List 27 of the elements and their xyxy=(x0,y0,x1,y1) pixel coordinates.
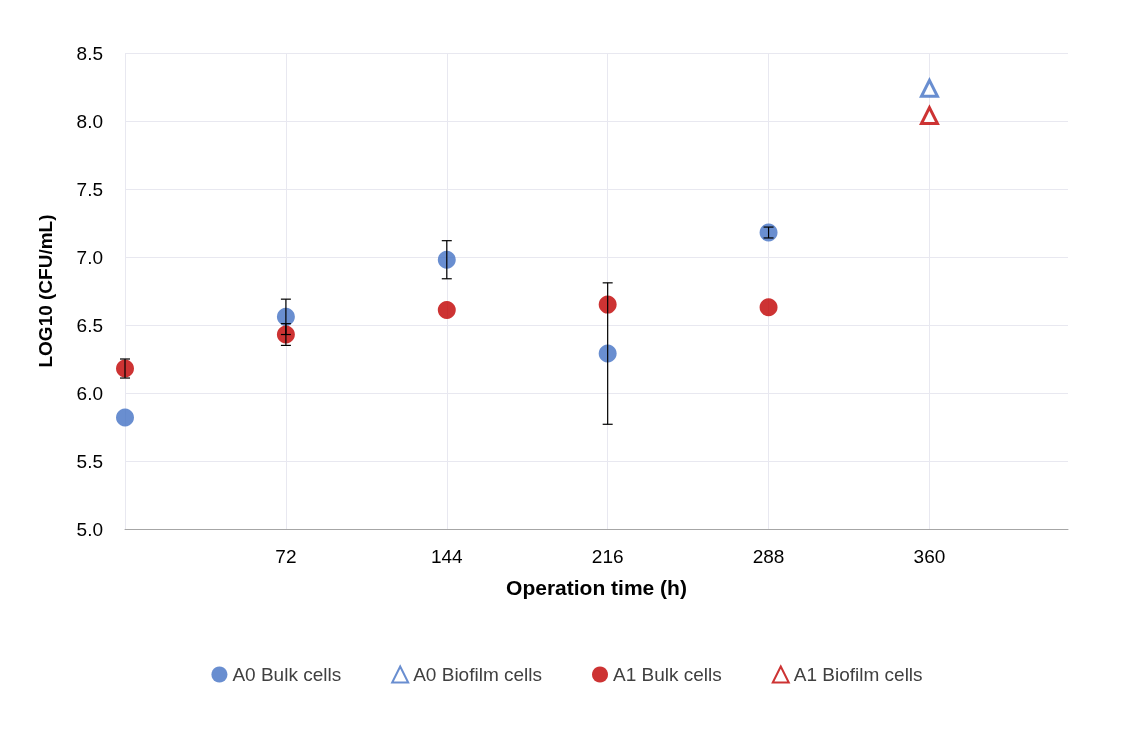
y-tick-label: 8.5 xyxy=(76,42,103,64)
y-tick-label: 7.0 xyxy=(76,246,103,268)
point xyxy=(598,295,617,314)
point xyxy=(116,408,134,427)
point xyxy=(919,106,939,126)
y-tick-label: 5.0 xyxy=(76,518,103,540)
x-tick-label: 216 xyxy=(591,546,624,567)
point xyxy=(598,344,617,363)
point xyxy=(759,298,778,317)
legend-label: A1 Bulk cells xyxy=(613,664,722,685)
y-tick-label: 5.5 xyxy=(76,450,103,472)
point xyxy=(437,301,456,320)
legend-label: A1 Biofilm cells xyxy=(793,664,923,685)
x-axis-title: Operation time (h) xyxy=(506,576,687,599)
x-tick-label: 360 xyxy=(913,546,946,567)
legend-label: A0 Bulk cells xyxy=(232,664,342,685)
point xyxy=(437,250,456,269)
y-tick-label: 6.0 xyxy=(76,382,103,404)
x-tick-label: 288 xyxy=(752,546,785,567)
x-tick-label: 144 xyxy=(430,546,464,567)
point xyxy=(919,78,939,98)
y-tick-label: 6.5 xyxy=(76,314,103,336)
y-tick-label: 7.5 xyxy=(76,178,103,200)
x-tick-label: 72 xyxy=(275,546,297,567)
legend-label: A0 Biofilm cells xyxy=(413,664,543,685)
y-axis-title: LOG10 (CFU/mL) xyxy=(35,214,56,368)
y-tick-label: 8.0 xyxy=(76,110,103,132)
